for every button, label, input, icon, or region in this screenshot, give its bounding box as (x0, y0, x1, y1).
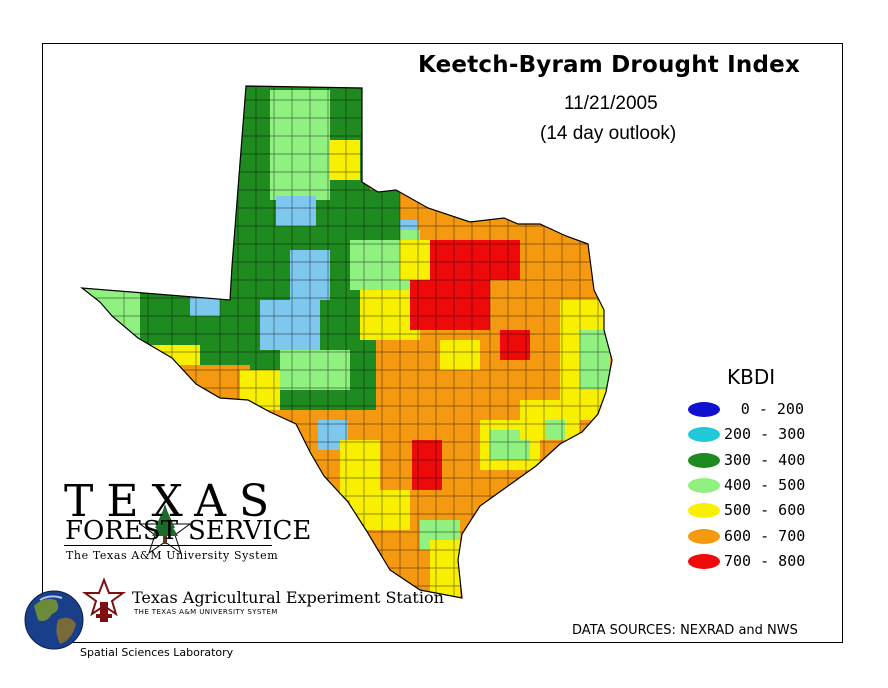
legend-swatch (688, 528, 720, 544)
legend-item: 0 - 200 (688, 400, 828, 420)
legend-item: 600 - 700 (688, 527, 828, 547)
texas-outline (80, 85, 613, 599)
panhandle-blue-1 (276, 196, 316, 226)
taes-logo-name: Texas Agricultural Experiment Station (132, 588, 444, 607)
map-outlook: (14 day outlook) (540, 123, 677, 144)
taes-star-icon (81, 577, 127, 622)
legend-swatch (688, 553, 720, 569)
legend-label: 500 - 600 (724, 501, 806, 520)
panhandle-yellow (330, 140, 360, 180)
legend-label: 300 - 400 (724, 450, 806, 469)
north-central-red (410, 280, 490, 330)
legend-item: 200 - 300 (688, 425, 828, 445)
legend-swatch (688, 477, 720, 493)
dfw-red (430, 240, 520, 280)
panhandle-light-green (270, 90, 330, 200)
data-sources: DATA SOURCES: NEXRAD and NWS (572, 623, 798, 638)
tfs-logo-word: TEXAS (64, 476, 283, 527)
legend-label: 0 - 200 (740, 400, 804, 418)
map-frame (42, 43, 843, 643)
tfs-logo-service: SERVICE (188, 516, 312, 546)
legend-swatch (688, 427, 720, 443)
legend-label: 400 - 500 (724, 475, 806, 494)
tfs-logo-subtitle: The Texas A&M University System (66, 549, 279, 562)
legend-label: 600 - 700 (724, 526, 806, 545)
east-central-red (500, 330, 530, 360)
footer-lab: Spatial Sciences Laboratory (80, 646, 234, 659)
east-light-green (580, 330, 610, 390)
legend-item: 300 - 400 (688, 451, 828, 471)
big-bend-orange (145, 365, 250, 445)
north-dark-green (340, 190, 400, 240)
legend-label: 200 - 300 (724, 425, 806, 444)
central-yellow-2 (440, 340, 480, 370)
san-antonio-red (412, 440, 442, 490)
globe-icon (24, 590, 84, 650)
taes-logo-subtitle: THE TEXAS A&M UNIVERSITY SYSTEM (134, 608, 278, 616)
houston-light-green (545, 420, 565, 440)
legend-item: 700 - 800 (688, 552, 828, 572)
legend-swatch (688, 503, 720, 519)
tree-star-icon (138, 504, 192, 555)
permian-blue (260, 300, 320, 350)
legend-label: 700 - 800 (724, 551, 806, 570)
tfs-logo-rule (64, 545, 272, 546)
legend-item: 400 - 500 (688, 476, 828, 496)
map-date: 11/21/2005 (564, 93, 658, 114)
legend-swatch (688, 452, 720, 468)
tfs-logo-forest: FOREST (65, 516, 179, 546)
west-blue (190, 296, 220, 316)
legend-title: KBDI (727, 365, 776, 389)
legend-swatch (688, 402, 720, 417)
legend-item: 500 - 600 (688, 501, 828, 521)
map-title: Keetch-Byram Drought Index (418, 52, 801, 78)
